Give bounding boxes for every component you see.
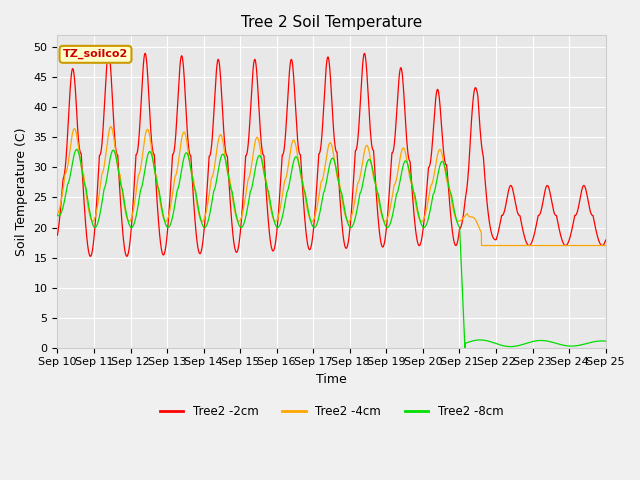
Title: Tree 2 Soil Temperature: Tree 2 Soil Temperature [241, 15, 422, 30]
Legend: Tree2 -2cm, Tree2 -4cm, Tree2 -8cm: Tree2 -2cm, Tree2 -4cm, Tree2 -8cm [155, 400, 508, 423]
X-axis label: Time: Time [316, 373, 347, 386]
Text: TZ_soilco2: TZ_soilco2 [63, 49, 128, 60]
Y-axis label: Soil Temperature (C): Soil Temperature (C) [15, 127, 28, 256]
